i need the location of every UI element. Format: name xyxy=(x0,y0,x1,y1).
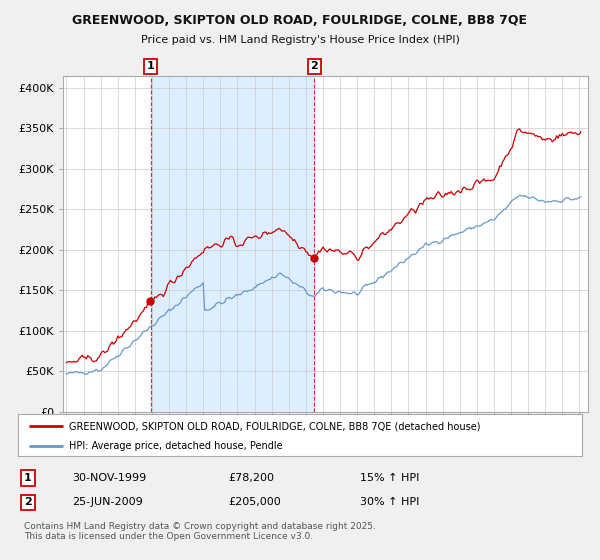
Text: HPI: Average price, detached house, Pendle: HPI: Average price, detached house, Pend… xyxy=(69,441,283,451)
Text: 1: 1 xyxy=(24,473,32,483)
Text: £78,200: £78,200 xyxy=(228,473,274,483)
Text: 30% ↑ HPI: 30% ↑ HPI xyxy=(360,497,419,507)
Text: 2: 2 xyxy=(311,62,318,72)
Text: 25-JUN-2009: 25-JUN-2009 xyxy=(72,497,143,507)
Text: 2: 2 xyxy=(24,497,32,507)
Text: 15% ↑ HPI: 15% ↑ HPI xyxy=(360,473,419,483)
Text: 1: 1 xyxy=(146,62,154,72)
Text: Contains HM Land Registry data © Crown copyright and database right 2025.
This d: Contains HM Land Registry data © Crown c… xyxy=(24,522,376,542)
Text: £205,000: £205,000 xyxy=(228,497,281,507)
Text: GREENWOOD, SKIPTON OLD ROAD, FOULRIDGE, COLNE, BB8 7QE: GREENWOOD, SKIPTON OLD ROAD, FOULRIDGE, … xyxy=(73,14,527,27)
Text: Price paid vs. HM Land Registry's House Price Index (HPI): Price paid vs. HM Land Registry's House … xyxy=(140,35,460,45)
Text: 30-NOV-1999: 30-NOV-1999 xyxy=(72,473,146,483)
Bar xyxy=(151,76,314,412)
Text: GREENWOOD, SKIPTON OLD ROAD, FOULRIDGE, COLNE, BB8 7QE (detached house): GREENWOOD, SKIPTON OLD ROAD, FOULRIDGE, … xyxy=(69,421,480,431)
